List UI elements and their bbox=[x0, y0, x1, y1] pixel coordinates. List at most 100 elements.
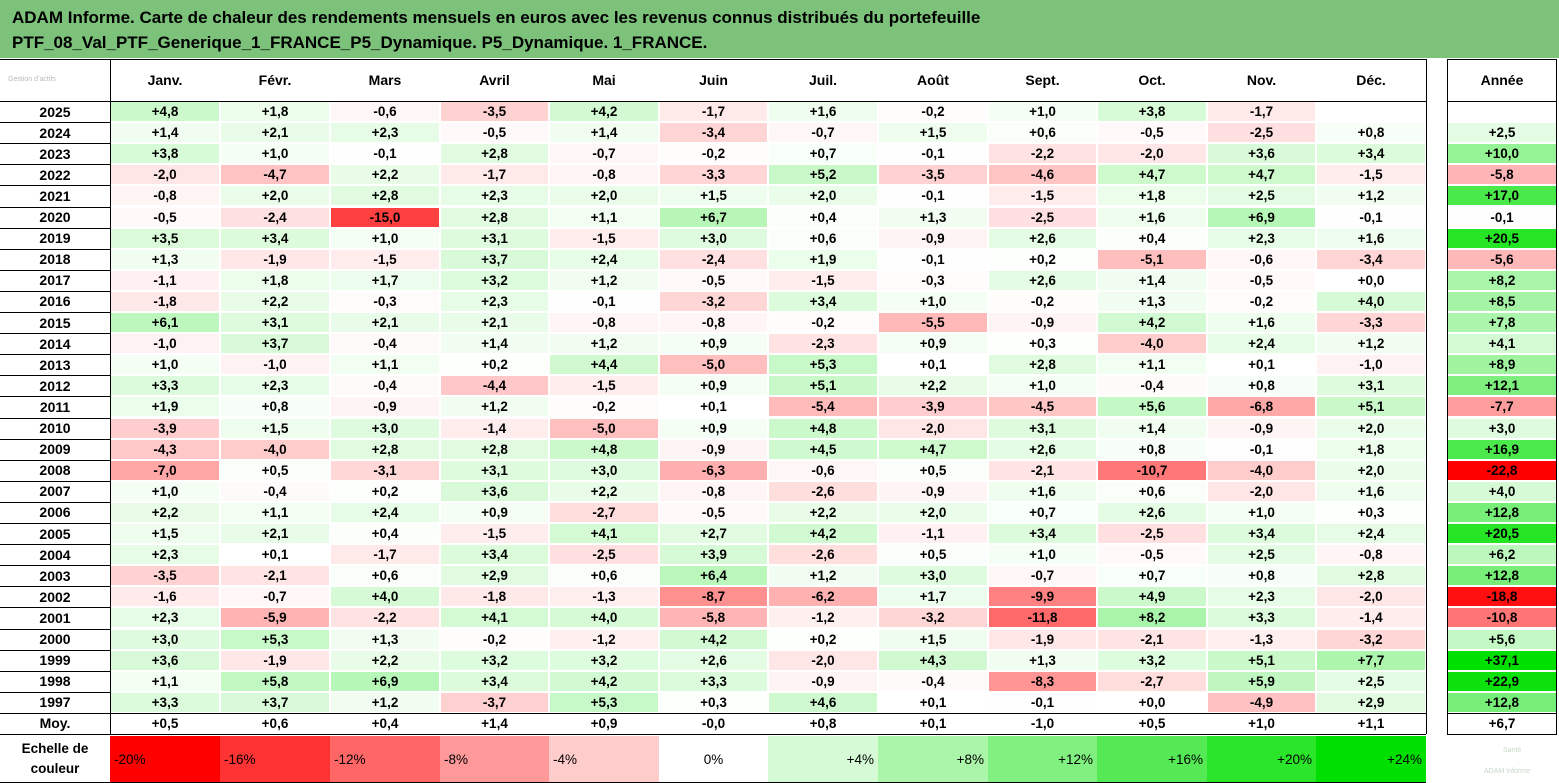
heatmap-cell: +3,8 bbox=[111, 144, 219, 164]
average-cell: +1,4 bbox=[481, 715, 508, 731]
heatmap-cell: +2,5 bbox=[1317, 671, 1425, 691]
heatmap-cell: +1,0 bbox=[989, 102, 1096, 122]
heatmap-cell: +1,0 bbox=[989, 376, 1096, 396]
annual-cell: +2,5 bbox=[1448, 123, 1556, 143]
border-top bbox=[0, 59, 1426, 60]
heatmap-cell: +0,5 bbox=[879, 460, 987, 480]
heatmap-cell: +0,9 bbox=[660, 418, 767, 438]
annual-cell: +20,5 bbox=[1448, 228, 1556, 248]
average-cell: +0,5 bbox=[1138, 715, 1166, 731]
heatmap-cell: +2,9 bbox=[1317, 692, 1425, 712]
heatmap-cell: -0,6 bbox=[1208, 249, 1315, 269]
heatmap-cell: -0,7 bbox=[550, 144, 658, 164]
heatmap-cell: +0,8 bbox=[1317, 123, 1425, 143]
annual-cell: +37,1 bbox=[1448, 650, 1556, 670]
heatmap-cell: +2,3 bbox=[441, 291, 548, 311]
heatmap-cell: -0,7 bbox=[769, 123, 877, 143]
heatmap-cell: -0,1 bbox=[331, 144, 439, 164]
heatmap-cell: -1,8 bbox=[111, 291, 219, 311]
heatmap-cell: +3,0 bbox=[660, 228, 767, 248]
heatmap-cell: -0,1 bbox=[1317, 207, 1425, 227]
heatmap-cell: -2,1 bbox=[221, 566, 329, 586]
year-row-divider bbox=[0, 269, 110, 271]
heatmap-cell: +1,6 bbox=[1317, 481, 1425, 501]
heatmap-cell: +4,2 bbox=[550, 671, 658, 691]
color-scale-swatch: +24% bbox=[1316, 735, 1426, 783]
heatmap-cell: +0,8 bbox=[1098, 439, 1206, 459]
heatmap-cell: +5,2 bbox=[769, 165, 877, 185]
heatmap-cell: -7,0 bbox=[111, 460, 219, 480]
year-label: 2003 bbox=[39, 567, 71, 584]
year-label: 2011 bbox=[39, 398, 71, 415]
border-average-bottom bbox=[0, 733, 1426, 735]
heatmap-cell: +4,8 bbox=[769, 418, 877, 438]
heatmap-cell: +1,2 bbox=[441, 397, 548, 417]
heatmap-cell: +1,6 bbox=[1098, 207, 1206, 227]
average-cell: +0,6 bbox=[261, 715, 289, 731]
heatmap-cell: +8,2 bbox=[1098, 608, 1206, 628]
year-row-divider bbox=[0, 185, 110, 187]
heatmap-cell: +3,6 bbox=[1208, 144, 1315, 164]
heatmap-cell: +4,7 bbox=[1208, 165, 1315, 185]
heatmap-cell: +4,0 bbox=[331, 587, 439, 607]
heatmap-cell: -1,3 bbox=[1208, 629, 1315, 649]
heatmap-cell: +1,0 bbox=[989, 545, 1096, 565]
corner-watermark: Gestion d’actifs bbox=[8, 76, 56, 83]
heatmap-cell: +0,9 bbox=[660, 334, 767, 354]
heatmap-cell: -4,0 bbox=[1098, 334, 1206, 354]
heatmap-cell: -5,4 bbox=[769, 397, 877, 417]
heatmap-cell: -0,5 bbox=[1098, 123, 1206, 143]
heatmap-cell: -3,9 bbox=[111, 418, 219, 438]
heatmap-cell: +2,2 bbox=[879, 376, 987, 396]
heatmap-cell: +0,0 bbox=[1317, 270, 1425, 290]
year-label: 2022 bbox=[39, 166, 71, 183]
heatmap-cell: +4,2 bbox=[660, 629, 767, 649]
color-scale-label-line: Echelle de bbox=[21, 741, 89, 757]
heatmap-cell: -3,2 bbox=[1317, 629, 1425, 649]
heatmap-cell: -2,4 bbox=[221, 207, 329, 227]
heatmap-cell: -6,2 bbox=[769, 587, 877, 607]
heatmap-cell: +1,2 bbox=[331, 692, 439, 712]
heatmap-cell: +2,6 bbox=[660, 650, 767, 670]
year-label: 2005 bbox=[39, 525, 71, 542]
heatmap-cell: +4,2 bbox=[1098, 313, 1206, 333]
year-row-divider bbox=[0, 290, 110, 292]
heatmap-cell: +2,4 bbox=[550, 249, 658, 269]
heatmap-cell: -0,8 bbox=[550, 165, 658, 185]
year-label: 2009 bbox=[39, 441, 71, 458]
heatmap-cell: -4,4 bbox=[441, 376, 548, 396]
heatmap-cell: +0,0 bbox=[1098, 692, 1206, 712]
year-row-divider bbox=[0, 438, 110, 440]
heatmap-cell: -0,8 bbox=[660, 313, 767, 333]
month-header: Sept. bbox=[1025, 72, 1060, 88]
heatmap-cell: +1,8 bbox=[221, 270, 329, 290]
year-label: 2013 bbox=[39, 356, 71, 373]
heatmap-cell: -4,7 bbox=[221, 165, 329, 185]
heatmap-cell: -2,2 bbox=[331, 608, 439, 628]
heatmap-cell: +5,1 bbox=[1317, 397, 1425, 417]
heatmap-cell: +2,3 bbox=[221, 376, 329, 396]
heatmap-cell: +6,9 bbox=[331, 671, 439, 691]
heatmap-cell: +4,5 bbox=[769, 439, 877, 459]
heatmap-cell: -0,9 bbox=[879, 481, 987, 501]
year-row-divider bbox=[0, 375, 110, 377]
heatmap-cell: +0,9 bbox=[879, 334, 987, 354]
annual-cell: -5,8 bbox=[1448, 165, 1556, 185]
heatmap-cell: -2,7 bbox=[550, 502, 658, 522]
heatmap-cell: +2,5 bbox=[1208, 186, 1315, 206]
heatmap-cell: +2,9 bbox=[441, 566, 548, 586]
annual-cell: -10,8 bbox=[1448, 608, 1556, 628]
average-cell: -1,0 bbox=[1030, 715, 1055, 731]
heatmap-cell: +1,5 bbox=[879, 123, 987, 143]
average-cell: -0,0 bbox=[701, 715, 726, 731]
heatmap-cell: +0,5 bbox=[221, 460, 329, 480]
heatmap-cell: -0,4 bbox=[221, 481, 329, 501]
month-header: Août bbox=[917, 72, 949, 88]
annual-cell: +20,5 bbox=[1448, 524, 1556, 544]
heatmap-cell: +3,4 bbox=[1208, 524, 1315, 544]
year-row-divider bbox=[0, 333, 110, 335]
heatmap-cell: -3,7 bbox=[441, 692, 548, 712]
heatmap-cell: +1,4 bbox=[1098, 418, 1206, 438]
heatmap-cell: -0,5 bbox=[441, 123, 548, 143]
heatmap-cell: +3,1 bbox=[441, 228, 548, 248]
